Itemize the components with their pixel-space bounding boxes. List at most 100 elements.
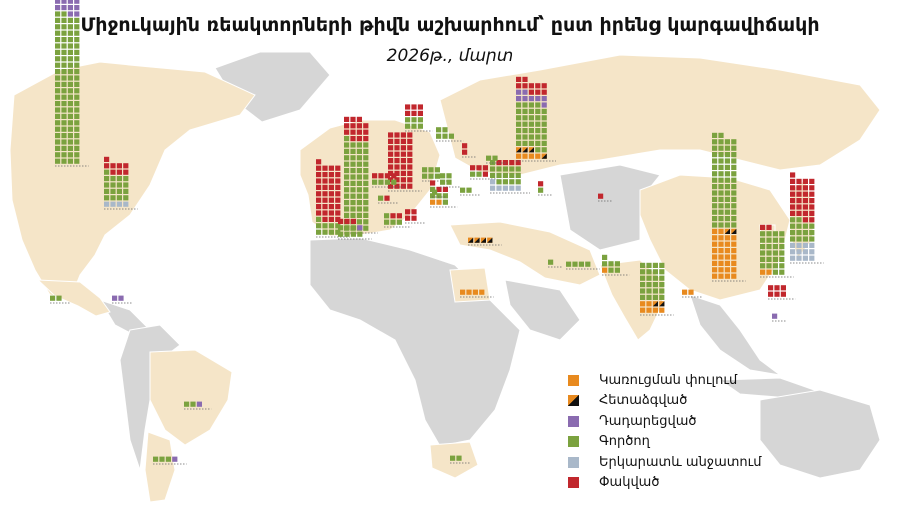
reactor-square-operating	[67, 30, 73, 36]
reactor-square-operating	[350, 200, 356, 206]
land-russia	[439, 54, 881, 176]
reactor-square-operating	[779, 263, 785, 269]
reactor-square-construction	[718, 228, 724, 234]
reactor-square-closed	[405, 215, 411, 221]
reactor-square-closed	[388, 177, 394, 183]
reactor-square-operating	[67, 69, 73, 75]
waffle-south-korea	[760, 224, 794, 278]
reactor-square-operating	[74, 139, 80, 145]
reactor-square-operating	[724, 139, 730, 145]
legend-swatch-construction	[568, 374, 579, 386]
reactor-square-closed	[316, 210, 322, 216]
reactor-square-operating	[344, 142, 350, 148]
reactor-square-long-term-outage	[790, 255, 796, 261]
reactor-square-postponed-hatch	[522, 147, 528, 153]
reactor-square-construction	[718, 254, 724, 260]
reactor-square-closed	[123, 169, 129, 175]
reactor-square-construction	[724, 267, 730, 273]
reactor-square-shutdown	[528, 96, 534, 102]
reactor-square-closed	[110, 169, 116, 175]
reactor-square-closed	[796, 198, 802, 204]
reactor-square-operating	[350, 206, 356, 212]
reactor-square-operating	[790, 217, 796, 223]
reactor-square-operating	[344, 180, 350, 186]
reactor-square-closed	[394, 158, 400, 164]
reactor-square-closed	[391, 173, 397, 179]
reactor-square-operating	[646, 282, 652, 288]
reactor-square-operating	[718, 139, 724, 145]
reactor-square-operating	[61, 152, 67, 158]
reactor-square-operating	[344, 148, 350, 154]
reactor-square-operating	[809, 236, 815, 242]
reactor-square-operating	[363, 187, 369, 193]
reactor-square-closed	[411, 209, 417, 215]
reactor-square-operating	[731, 222, 737, 228]
reactor-square-long-term-outage	[809, 242, 815, 248]
land-layer	[9, 51, 881, 503]
reactor-square-closed	[316, 191, 322, 197]
reactor-square-operating	[442, 127, 448, 133]
reactor-square-closed	[496, 160, 502, 166]
reactor-square-operating	[356, 187, 362, 193]
waffle-philippines	[772, 313, 787, 322]
reactor-square-operating	[712, 158, 718, 164]
reactor-square-closed	[328, 165, 334, 171]
reactor-square-operating	[528, 121, 534, 127]
reactor-square-operating	[67, 75, 73, 81]
reactor-square-closed	[802, 210, 808, 216]
land-north-america	[9, 61, 256, 301]
reactor-square-operating	[790, 223, 796, 229]
reactor-square-operating	[363, 212, 369, 218]
reactor-square-long-term-outage	[809, 249, 815, 255]
reactor-square-long-term-outage	[502, 185, 508, 191]
reactor-square-operating	[535, 134, 541, 140]
reactor-square-closed	[780, 285, 786, 291]
reactor-square-operating	[55, 126, 61, 132]
reactor-square-closed	[394, 138, 400, 144]
reactor-square-closed	[110, 163, 116, 169]
reactor-square-operating	[344, 206, 350, 212]
reactor-square-operating	[718, 158, 724, 164]
reactor-square-operating	[522, 115, 528, 121]
reactor-square-construction	[718, 248, 724, 254]
reactor-square-operating	[363, 168, 369, 174]
reactor-square-operating	[712, 139, 718, 145]
reactor-square-construction	[724, 235, 730, 241]
reactor-square-closed	[796, 185, 802, 191]
reactor-square-operating	[790, 230, 796, 236]
reactor-square-construction	[460, 289, 466, 295]
reactor-square-closed	[316, 172, 322, 178]
reactor-square-operating	[538, 187, 544, 193]
reactor-square-operating	[190, 401, 196, 407]
reactor-square-long-term-outage	[790, 249, 796, 255]
reactor-square-operating	[724, 222, 730, 228]
reactor-square-closed	[322, 216, 328, 222]
reactor-square-construction	[688, 289, 694, 295]
waffle-italy	[405, 209, 426, 224]
reactor-square-closed	[328, 184, 334, 190]
reactor-square-operating	[440, 173, 446, 179]
reactor-square-construction	[731, 267, 737, 273]
reactor-square-closed	[344, 123, 350, 129]
reactor-square-operating	[344, 168, 350, 174]
reactor-square-operating	[718, 145, 724, 151]
reactor-square-closed	[515, 160, 521, 166]
reactor-square-closed	[809, 191, 815, 197]
reactor-square-construction	[640, 301, 646, 307]
reactor-square-closed	[316, 197, 322, 203]
reactor-square-operating	[731, 152, 737, 158]
reactor-square-operating	[646, 275, 652, 281]
waffle-romania	[460, 187, 481, 196]
reactor-square-operating	[566, 261, 572, 267]
reactor-square-long-term-outage	[490, 179, 496, 185]
reactor-square-operating	[608, 261, 614, 267]
reactor-square-closed	[344, 218, 350, 224]
reactor-square-closed	[768, 285, 774, 291]
reactor-square-closed	[430, 180, 436, 186]
reactor-square-operating	[344, 193, 350, 199]
reactor-square-construction	[712, 235, 718, 241]
reactor-square-operating	[809, 223, 815, 229]
reactor-square-operating	[724, 203, 730, 209]
reactor-square-operating	[718, 216, 724, 222]
reactor-square-operating	[350, 161, 356, 167]
